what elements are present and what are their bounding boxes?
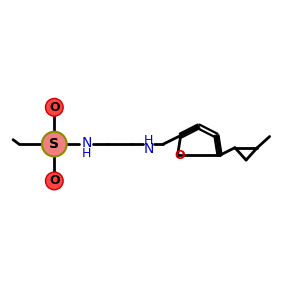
Text: N: N	[143, 142, 154, 156]
Circle shape	[46, 172, 63, 190]
Text: O: O	[49, 174, 60, 188]
Text: H: H	[82, 147, 92, 160]
Text: H: H	[144, 134, 153, 147]
Text: O: O	[49, 101, 60, 114]
Circle shape	[42, 132, 67, 157]
Text: S: S	[49, 137, 59, 151]
Text: O: O	[175, 149, 185, 162]
Text: N: N	[82, 136, 92, 150]
Circle shape	[46, 98, 63, 116]
